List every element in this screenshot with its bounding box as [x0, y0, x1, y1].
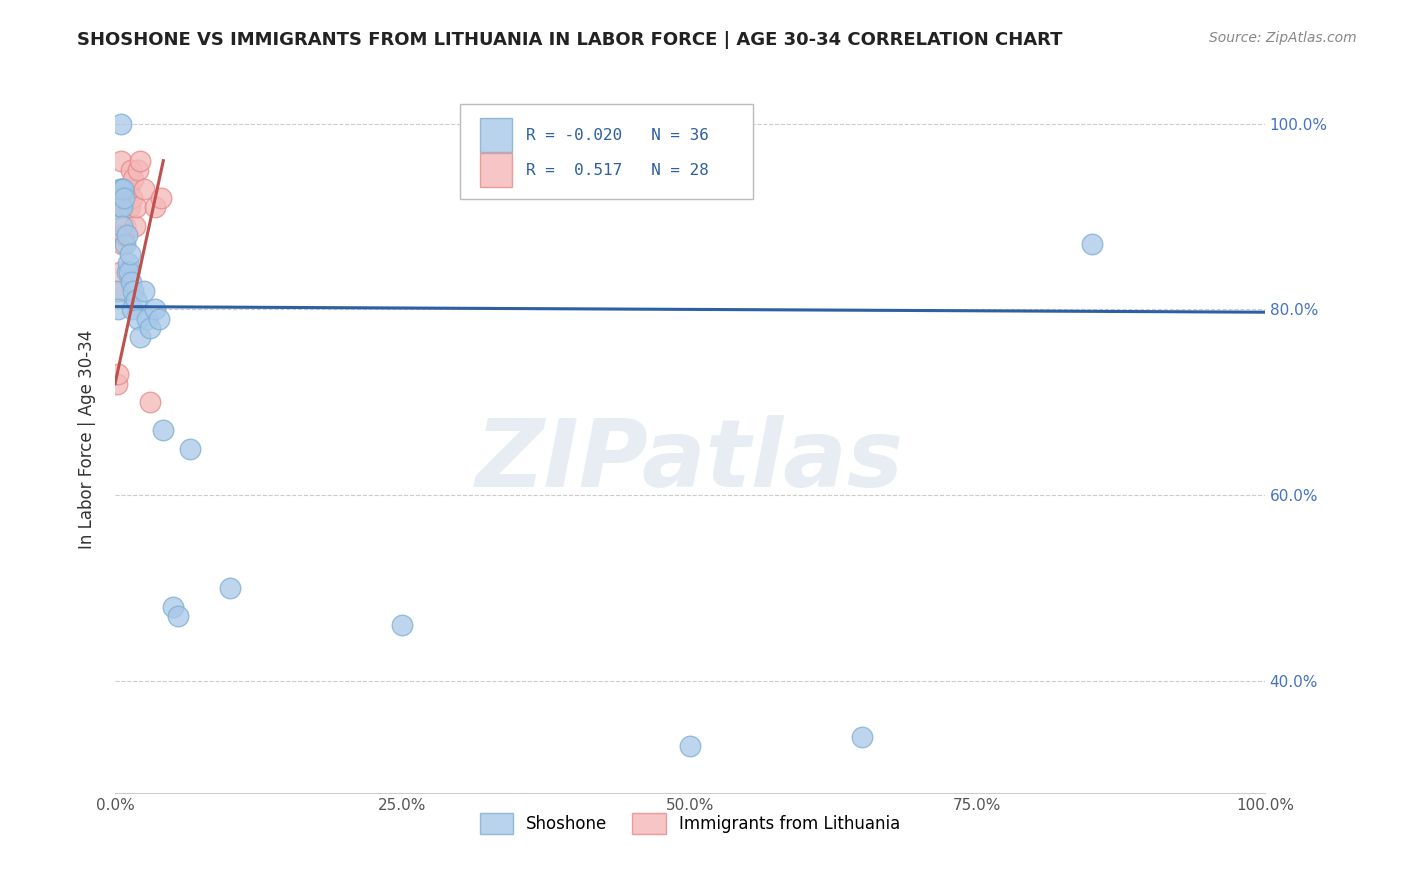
Point	[121, 302, 143, 317]
Point	[122, 284, 145, 298]
Point	[127, 163, 149, 178]
Point	[148, 311, 170, 326]
Point	[112, 181, 135, 195]
Point	[125, 293, 148, 307]
Point	[107, 368, 129, 382]
Point	[143, 302, 166, 317]
Point	[114, 237, 136, 252]
Point	[124, 219, 146, 233]
Point	[152, 423, 174, 437]
Point	[1081, 237, 1104, 252]
Point	[108, 284, 131, 298]
Point	[112, 200, 135, 214]
FancyBboxPatch shape	[479, 153, 512, 187]
Point	[111, 219, 134, 233]
Text: ZIPatlas: ZIPatlas	[475, 415, 904, 507]
Point	[143, 200, 166, 214]
Point	[162, 599, 184, 614]
Point	[117, 191, 139, 205]
Point	[120, 275, 142, 289]
Point	[115, 228, 138, 243]
Point	[117, 256, 139, 270]
Point	[115, 265, 138, 279]
Point	[108, 200, 131, 214]
Point	[114, 191, 136, 205]
Point	[679, 739, 702, 754]
Text: R =  0.517   N = 28: R = 0.517 N = 28	[526, 163, 709, 178]
Point	[129, 330, 152, 344]
Point	[118, 246, 141, 260]
Point	[138, 395, 160, 409]
Point	[127, 311, 149, 326]
Point	[132, 181, 155, 195]
Point	[120, 163, 142, 178]
Point	[110, 116, 132, 130]
Point	[132, 284, 155, 298]
Point	[112, 228, 135, 243]
Point	[125, 200, 148, 214]
Point	[118, 265, 141, 279]
Y-axis label: In Labor Force | Age 30-34: In Labor Force | Age 30-34	[79, 330, 96, 549]
Point	[108, 265, 131, 279]
Point	[105, 284, 128, 298]
Point	[121, 191, 143, 205]
Point	[110, 228, 132, 243]
Point	[391, 618, 413, 632]
Point	[115, 200, 138, 214]
Text: SHOSHONE VS IMMIGRANTS FROM LITHUANIA IN LABOR FORCE | AGE 30-34 CORRELATION CHA: SHOSHONE VS IMMIGRANTS FROM LITHUANIA IN…	[77, 31, 1063, 49]
Point	[122, 172, 145, 186]
Point	[110, 181, 132, 195]
Point	[150, 191, 173, 205]
Point	[851, 730, 873, 744]
FancyBboxPatch shape	[460, 104, 754, 200]
Point	[111, 200, 134, 214]
Point	[115, 181, 138, 195]
Point	[105, 376, 128, 391]
FancyBboxPatch shape	[479, 118, 512, 152]
Text: Source: ZipAtlas.com: Source: ZipAtlas.com	[1209, 31, 1357, 45]
Point	[136, 311, 159, 326]
Point	[114, 219, 136, 233]
Point	[111, 237, 134, 252]
Point	[112, 181, 135, 195]
Point	[167, 609, 190, 624]
Point	[108, 181, 131, 195]
Point	[107, 302, 129, 317]
Point	[118, 181, 141, 195]
Point	[118, 200, 141, 214]
Point	[110, 153, 132, 168]
Point	[219, 581, 242, 595]
Legend: Shoshone, Immigrants from Lithuania: Shoshone, Immigrants from Lithuania	[479, 814, 900, 834]
Text: R = -0.020   N = 36: R = -0.020 N = 36	[526, 128, 709, 143]
Point	[179, 442, 201, 456]
Point	[129, 153, 152, 168]
Point	[112, 191, 135, 205]
Point	[138, 321, 160, 335]
